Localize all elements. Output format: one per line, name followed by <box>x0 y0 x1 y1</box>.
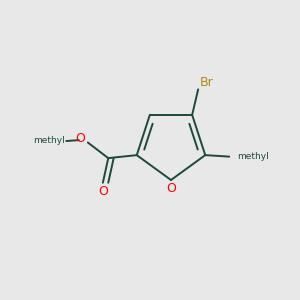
Text: methyl: methyl <box>33 136 65 145</box>
Text: O: O <box>166 182 176 195</box>
Text: methyl: methyl <box>237 152 269 161</box>
Text: O: O <box>75 132 85 146</box>
Text: O: O <box>98 185 108 198</box>
Text: Br: Br <box>200 76 213 89</box>
